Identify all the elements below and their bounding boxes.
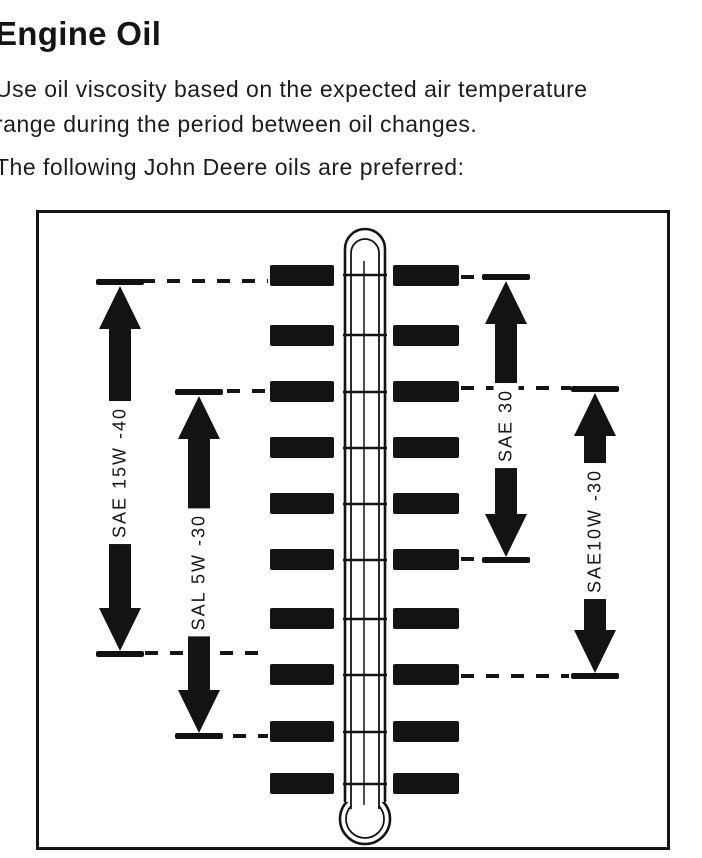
- range-limit-tick-top: [175, 389, 223, 395]
- temp-scale-bar-left: [270, 493, 334, 514]
- oil-range-label: SAE 30: [493, 383, 519, 469]
- temp-scale-bar-left: [270, 773, 334, 794]
- temp-scale-bar-right: [393, 493, 459, 514]
- arrow-head-up: [574, 393, 616, 436]
- oil-range-label: SAE10W -30: [582, 463, 608, 600]
- temp-scale-bar-right: [393, 549, 459, 570]
- page-title: Engine Oil: [0, 15, 162, 52]
- temp-scale-bar-right: [393, 265, 459, 286]
- range-limit-tick-top: [482, 274, 530, 280]
- arrow-head-up: [178, 396, 220, 439]
- dashed-connector: [461, 674, 569, 678]
- oil-range-15w-40: SAE 15W -40: [96, 279, 144, 657]
- temp-scale-bar-left: [270, 608, 334, 629]
- arrow-head-up: [99, 286, 141, 329]
- arrow-head-down: [99, 608, 141, 651]
- intro-paragraph: Use oil viscosity based on the expected …: [0, 72, 588, 142]
- thermometer-scale-lines: [343, 273, 387, 786]
- range-limit-tick-bottom: [571, 673, 619, 679]
- intro-line-1: Use oil viscosity based on the expected …: [0, 76, 588, 102]
- temp-scale-bar-left: [270, 265, 334, 286]
- temp-scale-bar-right: [393, 608, 459, 629]
- range-limit-tick-bottom: [482, 557, 530, 563]
- temp-scale-bar-right: [393, 325, 459, 346]
- range-limit-tick-bottom: [96, 651, 144, 657]
- temp-scale-bar-left: [270, 381, 334, 402]
- dashed-connector: [461, 275, 480, 279]
- arrow-head-down: [574, 630, 616, 673]
- temp-scale-bar-left: [270, 721, 334, 742]
- temp-scale-bar-left: [270, 664, 334, 685]
- temp-scale-bar-left: [270, 549, 334, 570]
- viscosity-diagram-frame: SAE 15W -40 SAL 5W -30 SAE 30: [36, 210, 670, 850]
- range-limit-tick-top: [96, 279, 144, 285]
- temp-scale-bar-right: [393, 773, 459, 794]
- range-limit-tick-top: [571, 386, 619, 392]
- oil-range-30: SAE 30: [482, 274, 530, 563]
- oil-range-label: SAE 15W -40: [107, 401, 133, 545]
- dashed-connector: [142, 279, 268, 283]
- arrow-head-down: [485, 514, 527, 557]
- thermometer-tube-inner: [350, 238, 380, 809]
- dashed-connector: [227, 389, 268, 393]
- arrow-head-up: [485, 281, 527, 324]
- oil-range-10w-30: SAE10W -30: [571, 386, 619, 679]
- dashed-connector: [461, 557, 480, 561]
- temp-scale-bar-left: [270, 437, 334, 458]
- temp-scale-bar-left: [270, 325, 334, 346]
- arrow-head-down: [178, 690, 220, 733]
- thermometer: [338, 227, 392, 846]
- oil-range-5w-30: SAL 5W -30: [175, 389, 223, 739]
- intro-line-2: range during the period between oil chan…: [0, 111, 478, 137]
- dashed-connector: [233, 734, 268, 738]
- temp-scale-bar-right: [393, 437, 459, 458]
- oil-range-label: SAL 5W -30: [186, 508, 212, 637]
- temp-scale-bar-right: [393, 381, 459, 402]
- preferred-paragraph: The following John Deere oils are prefer…: [0, 154, 465, 180]
- temp-scale-bar-right: [393, 664, 459, 685]
- range-limit-tick-bottom: [175, 733, 223, 739]
- temp-scale-bar-right: [393, 721, 459, 742]
